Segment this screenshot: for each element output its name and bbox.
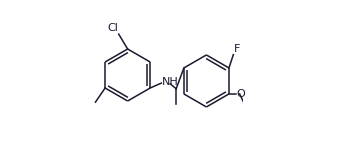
Text: F: F xyxy=(234,44,241,54)
Text: O: O xyxy=(237,89,246,99)
Text: Cl: Cl xyxy=(107,23,118,33)
Text: NH: NH xyxy=(162,77,179,87)
